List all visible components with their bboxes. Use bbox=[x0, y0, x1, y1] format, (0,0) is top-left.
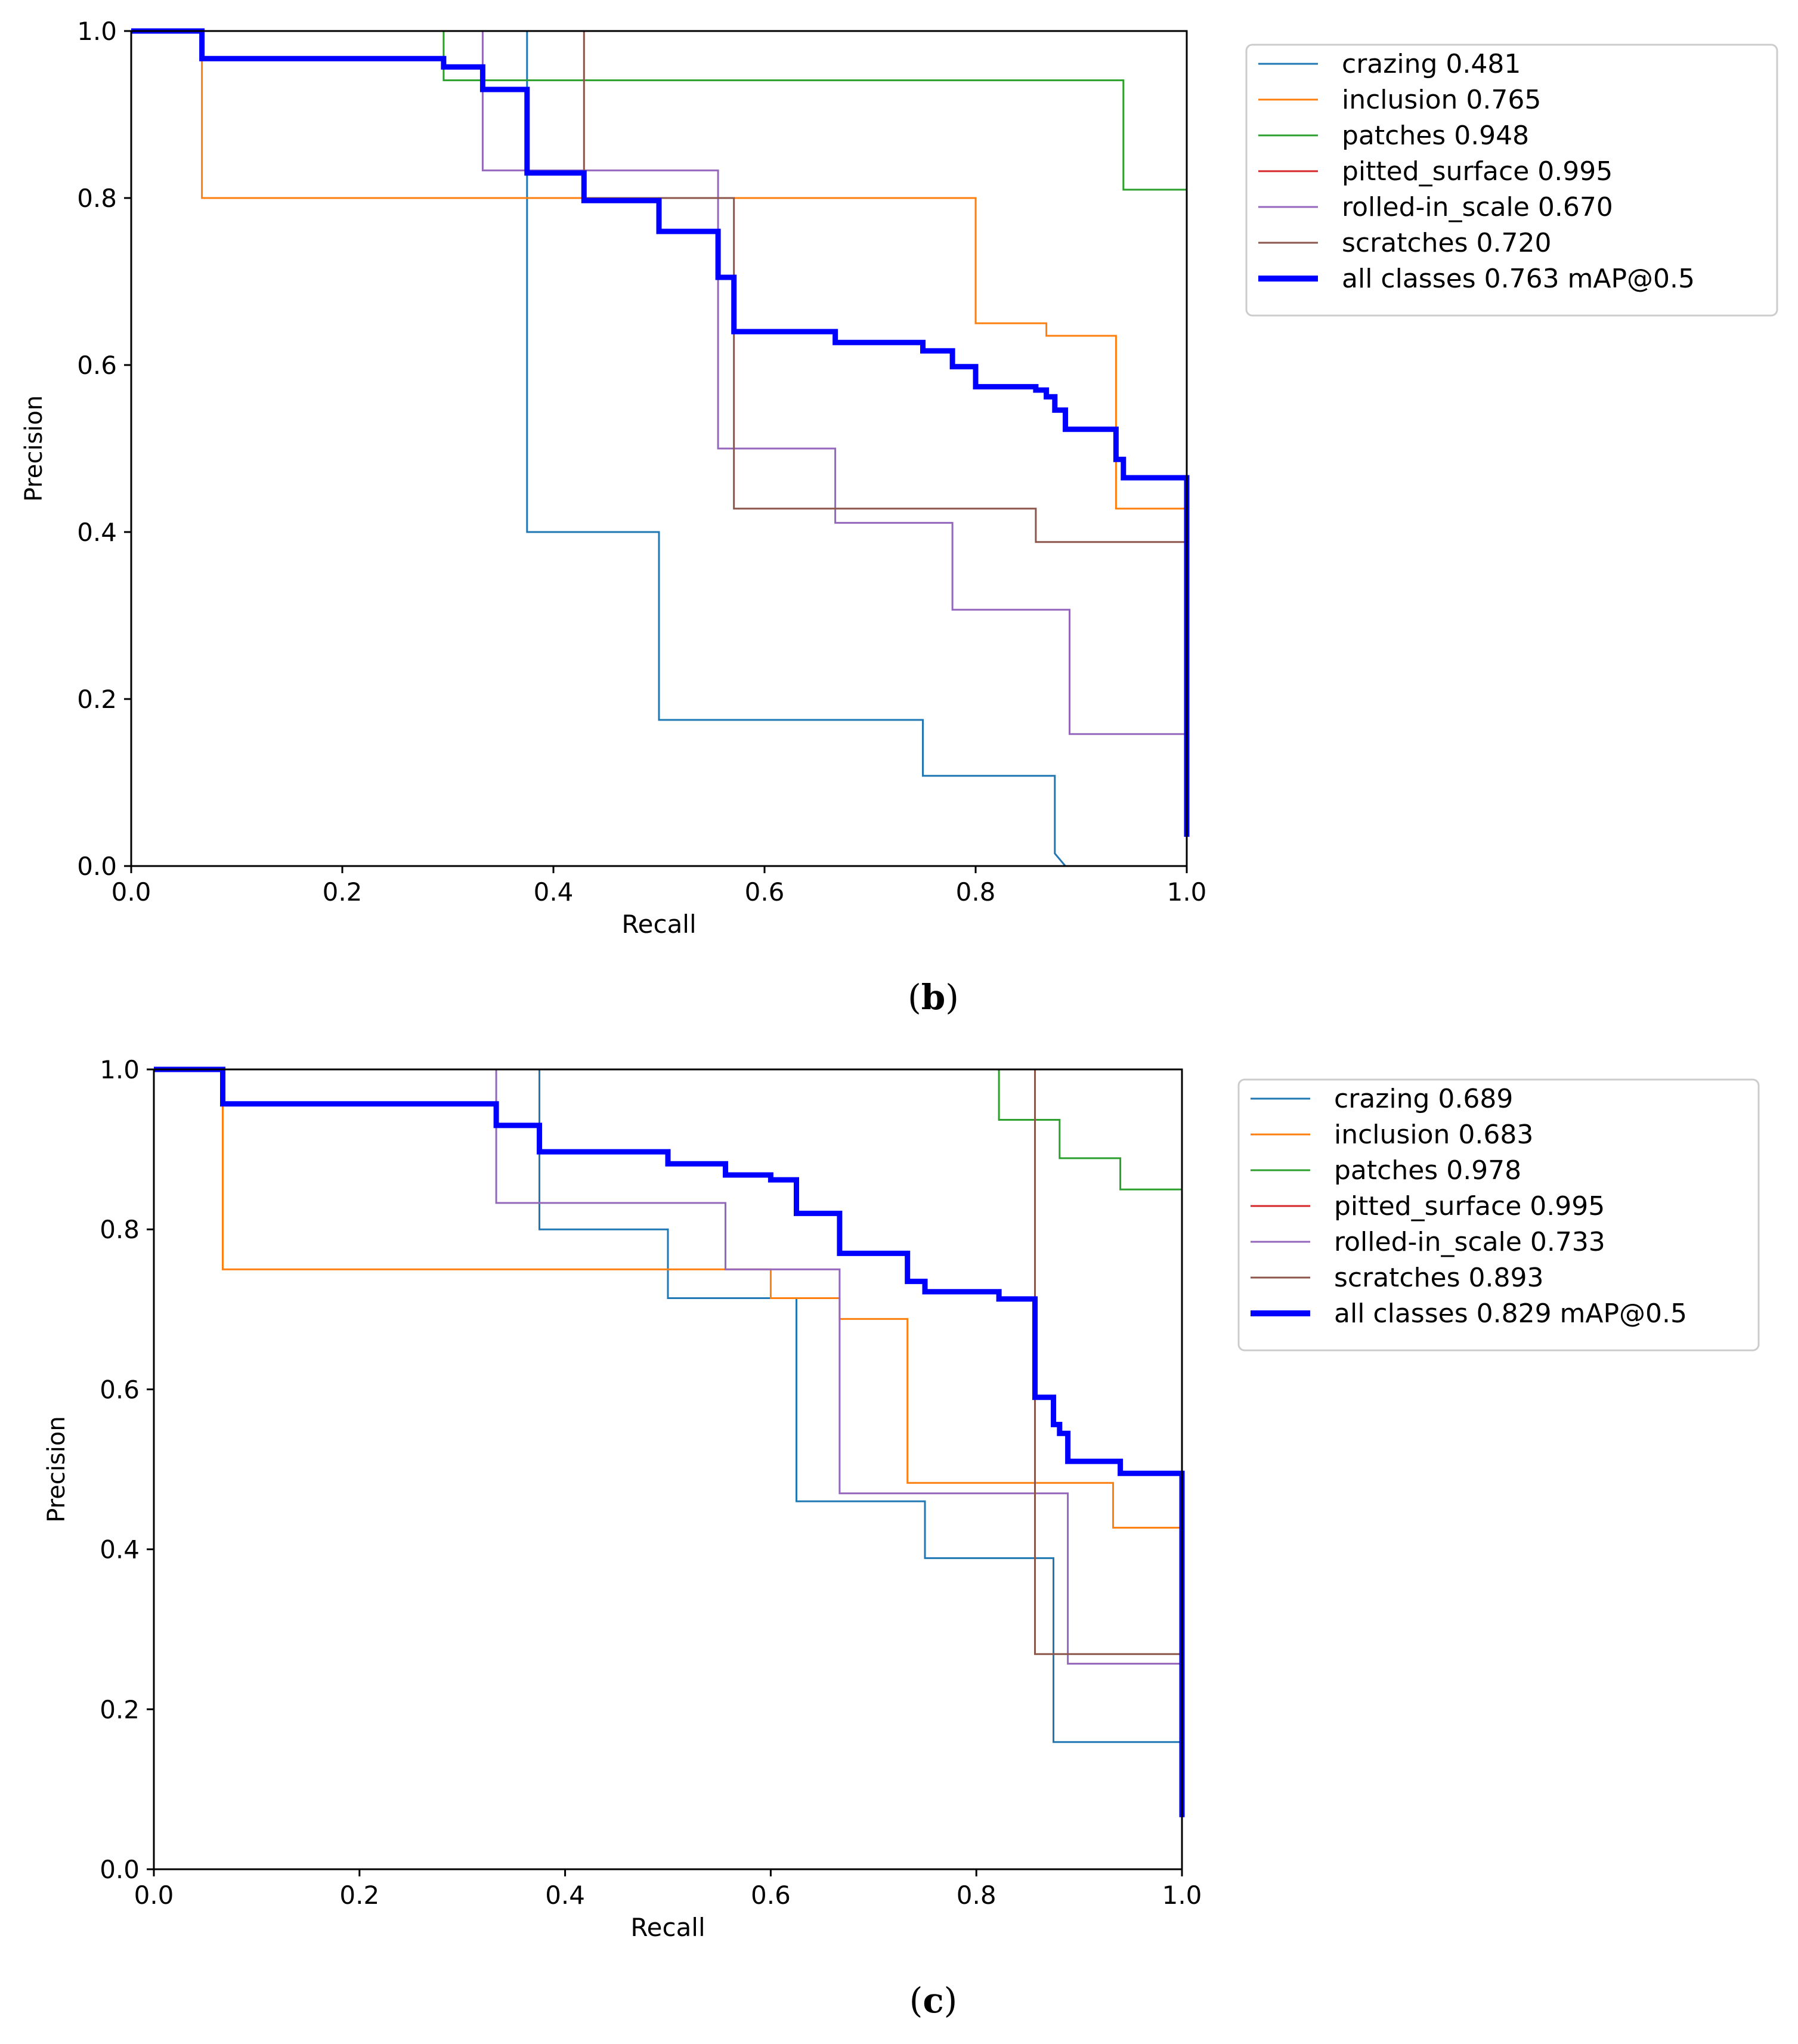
chart-b-legend-box bbox=[1245, 44, 1778, 317]
chart-b-plot: 0.0 0.2 0.4 0.6 0.8 1.0 0.0 0.2 0.4 0.6 0.8 1.0 Reca… bbox=[20, 17, 1778, 939]
chart-c-series-crazing bbox=[154, 1068, 1182, 1743]
chart-b-y-tick-label: 0.6 bbox=[77, 351, 117, 380]
chart-b-x-tick-label: 0.0 bbox=[112, 877, 151, 907]
chart-b-legend-label: scratches 0.720 bbox=[1342, 228, 1551, 258]
chart-c-series-group bbox=[154, 1066, 1185, 1869]
chart-b-y-axis-label: Precision bbox=[20, 395, 48, 502]
chart-c-y-tick-label: 0.6 bbox=[100, 1375, 140, 1404]
chart-b-legend-label: patches 0.948 bbox=[1342, 120, 1529, 151]
chart-b-legend-label: crazing 0.481 bbox=[1342, 49, 1521, 79]
chart-c-series-patches bbox=[154, 1068, 1182, 1190]
chart-c-y-tick-label: 0.8 bbox=[100, 1215, 140, 1244]
chart-b-x-tick-label: 1.0 bbox=[1167, 877, 1207, 907]
chart-c-legend-label: crazing 0.689 bbox=[1334, 1084, 1513, 1114]
chart-c-y-tick-label: 0.4 bbox=[100, 1535, 140, 1564]
chart-c-x-axis-label: Recall bbox=[630, 1913, 705, 1942]
chart-b-y-tick-label: 0.8 bbox=[77, 184, 117, 213]
caption-c: (c) bbox=[909, 1980, 958, 2021]
chart-c-legend-label: patches 0.978 bbox=[1334, 1155, 1521, 1186]
chart-b-series-rolled-in-scale bbox=[131, 30, 1187, 735]
chart-b-series-scratches bbox=[131, 30, 1188, 543]
chart-c-series-rolled-in-scale bbox=[154, 1068, 1182, 1665]
chart-c-x-tick-label: 0.4 bbox=[545, 1881, 585, 1910]
chart-b-series-pitted-surface bbox=[131, 30, 1188, 866]
chart-c-axes-frame bbox=[153, 1068, 1183, 1870]
chart-b-legend-label: pitted_surface 0.995 bbox=[1342, 156, 1613, 187]
chart-c-legend-box bbox=[1237, 1078, 1760, 1352]
chart-b-x-tick-label: 0.2 bbox=[323, 877, 363, 907]
chart-c-y-tick-label: 1.0 bbox=[100, 1055, 140, 1084]
chart-b-legend-label: all classes 0.763 mAP@0.5 bbox=[1342, 264, 1695, 294]
chart-c-x-tick-label: 0.6 bbox=[751, 1881, 791, 1910]
chart-b-x-tick-label: 0.6 bbox=[745, 877, 785, 907]
chart-b-y-tick-label: 1.0 bbox=[77, 17, 117, 46]
chart-b-series-group bbox=[131, 28, 1190, 867]
caption-c-letter: c bbox=[923, 1980, 944, 2021]
chart-c-y-axis-label: Precision bbox=[43, 1416, 70, 1522]
chart-c-legend-label: pitted_surface 0.995 bbox=[1334, 1191, 1605, 1222]
chart-c-legend-label: scratches 0.893 bbox=[1334, 1263, 1543, 1293]
chart-b-series-patches bbox=[131, 30, 1187, 191]
chart-c-legend-label: inclusion 0.683 bbox=[1334, 1120, 1533, 1150]
chart-c-plot: 0.0 0.2 0.4 0.6 0.8 1.0 0.0 0.2 0.4 0.6 0.8 1.0 Reca… bbox=[43, 1055, 1760, 1942]
chart-b-series-crazing bbox=[131, 30, 1187, 867]
chart-c-legend-label: all classes 0.829 mAP@0.5 bbox=[1334, 1298, 1687, 1329]
chart-b-x-tick-label: 0.4 bbox=[534, 877, 574, 907]
chart-c-x-tick-label: 0.8 bbox=[957, 1881, 997, 1910]
caption-b: (b) bbox=[908, 977, 959, 1018]
caption-b-letter: b bbox=[921, 977, 946, 1018]
chart-b-series-inclusion bbox=[131, 30, 1187, 510]
chart-b-y-tick-label: 0.4 bbox=[77, 518, 117, 547]
chart-c-x-tick-label: 0.2 bbox=[339, 1881, 379, 1910]
chart-b-legend-label: rolled-in_scale 0.670 bbox=[1342, 192, 1613, 222]
chart-b-y-tick-label: 0.0 bbox=[77, 852, 117, 881]
chart-c-x-tick-label: 0.0 bbox=[134, 1881, 174, 1910]
chart-b-axes-frame bbox=[130, 30, 1188, 867]
chart-c-legend-label: rolled-in_scale 0.733 bbox=[1334, 1227, 1605, 1257]
chart-b-x-axis-label: Recall bbox=[621, 910, 696, 939]
chart-b-x-tick-label: 0.8 bbox=[956, 877, 996, 907]
chart-c-y-tick-label: 0.0 bbox=[100, 1855, 140, 1884]
chart-c-series-pitted-surface bbox=[154, 1068, 1183, 1869]
chart-c-series-all-classes bbox=[154, 1066, 1185, 1817]
chart-b-y-tick-label: 0.2 bbox=[77, 685, 117, 714]
chart-c-x-tick-label: 1.0 bbox=[1162, 1881, 1202, 1910]
chart-c-y-tick-label: 0.2 bbox=[100, 1695, 140, 1724]
chart-b-legend-label: inclusion 0.765 bbox=[1342, 85, 1541, 115]
chart-b-series-all-classes bbox=[131, 28, 1190, 837]
